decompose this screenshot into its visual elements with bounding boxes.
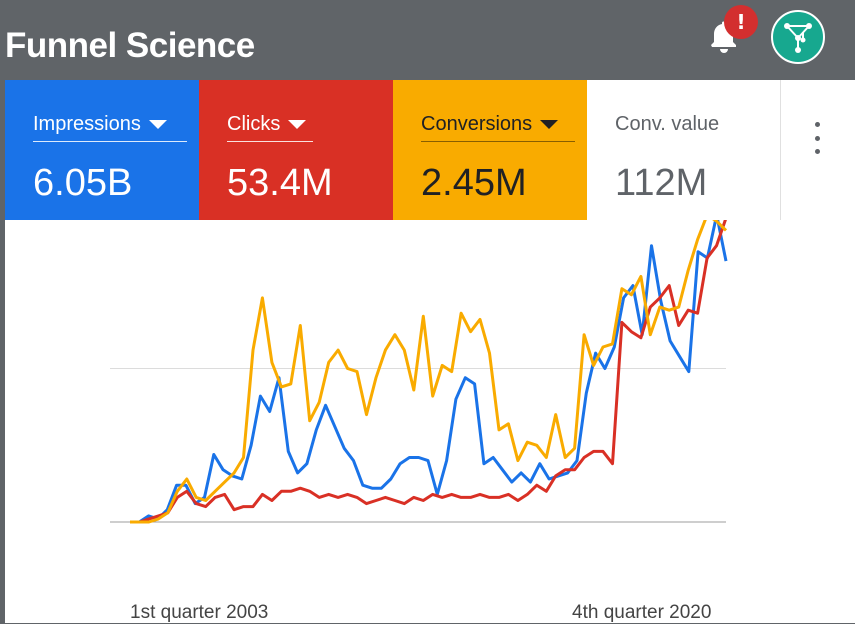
- metric-conversions[interactable]: Conversions 2.45M: [393, 80, 587, 220]
- metrics-card: Impressions 6.05B Clicks 53.4M Conversio…: [5, 80, 855, 623]
- funnel-network-icon[interactable]: [771, 10, 825, 64]
- metric-selector[interactable]: Clicks: [227, 113, 313, 142]
- metric-value: 6.05B: [33, 162, 133, 204]
- caret-down-icon: [288, 120, 307, 129]
- alert-badge[interactable]: !: [724, 5, 758, 39]
- metric-label: Clicks: [227, 113, 281, 135]
- metric-label: Impressions: [33, 113, 141, 135]
- caret-down-icon: [148, 120, 167, 129]
- metric-value: 53.4M: [227, 162, 333, 204]
- metric-conv-value[interactable]: Conv. value 112M: [587, 80, 781, 220]
- metric-value: 2.45M: [421, 162, 527, 204]
- metric-impressions[interactable]: Impressions 6.05B: [5, 80, 199, 220]
- line-chart: 1st quarter 2003 4th quarter 2020: [5, 220, 855, 623]
- x-tick-label-end: 4th quarter 2020: [572, 602, 712, 623]
- chart-svg: [110, 220, 728, 524]
- x-tick-label-start: 1st quarter 2003: [130, 602, 269, 623]
- top-bar: Funnel Science !: [0, 0, 855, 78]
- metric-selector[interactable]: Conversions: [421, 113, 575, 142]
- metric-selector[interactable]: Impressions: [33, 113, 187, 142]
- series-line-impressions: [130, 220, 728, 524]
- metric-selector[interactable]: Conv. value: [615, 113, 745, 141]
- metric-tiles: Impressions 6.05B Clicks 53.4M Conversio…: [5, 80, 781, 220]
- metric-value: 112M: [615, 162, 708, 204]
- series-line-clicks: [130, 220, 727, 524]
- app-title: Funnel Science: [5, 26, 255, 65]
- more-options-icon[interactable]: [805, 118, 829, 158]
- metric-clicks[interactable]: Clicks 53.4M: [199, 80, 393, 220]
- metric-label: Conv. value: [615, 113, 720, 135]
- caret-down-icon: [540, 120, 559, 129]
- series-line-conversions: [130, 220, 728, 524]
- metric-label: Conversions: [421, 113, 533, 135]
